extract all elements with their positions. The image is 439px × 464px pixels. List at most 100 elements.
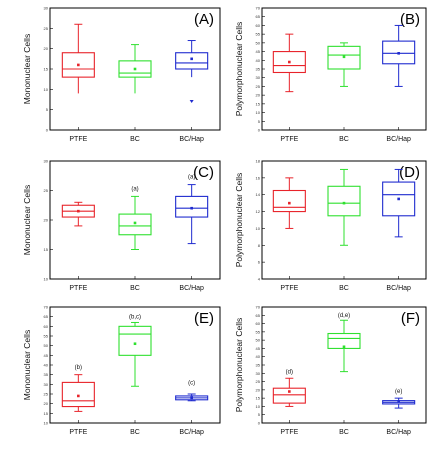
y-tick-label: 55: [256, 32, 261, 37]
y-axis-label: Polymorphonuclear Cells: [234, 318, 244, 413]
iqr-box: [175, 195, 209, 218]
y-tick-label: 30: [44, 6, 49, 11]
box-bc-hap: [175, 40, 209, 104]
y-tick-label: 10: [44, 421, 49, 426]
box-bc-hap: [382, 168, 416, 238]
iqr-box: [382, 40, 416, 65]
mean-marker: [288, 201, 291, 205]
y-axis-label: Mononuclear Cells: [22, 330, 32, 400]
y-tick-label: 55: [256, 329, 261, 334]
y-tick-label: 15: [44, 411, 49, 416]
y-tick-label: 15: [256, 101, 261, 106]
y-tick-label: 20: [44, 218, 49, 223]
significance-label: (d,e): [338, 313, 350, 319]
panel-letter: (F): [401, 310, 420, 327]
significance-label: (b,c): [129, 315, 141, 321]
y-tick-label: 18: [256, 159, 261, 164]
iqr-box: [382, 181, 416, 217]
box-bc-hap: [175, 393, 209, 402]
panel-letter: (E): [194, 310, 214, 327]
y-tick-label: 60: [256, 23, 261, 28]
mean-marker: [133, 342, 137, 346]
x-category-label: PTFE: [280, 285, 298, 292]
y-tick-label: 40: [256, 354, 261, 359]
box-bc: [327, 42, 361, 87]
y-axis-label: Mononuclear Cells: [22, 185, 32, 255]
panel-5: 10 15 20 25 30 35 40 45 50 55 60 65 70 Mononuclear Ce…: [22, 305, 221, 436]
y-tick-label: 50: [256, 338, 261, 343]
y-tick-label: 30: [256, 75, 261, 80]
y-tick-label: 15: [44, 247, 49, 252]
mean-marker: [288, 390, 291, 393]
x-category-label: PTFE: [69, 285, 87, 292]
x-category-label: BC/Hap: [386, 136, 411, 143]
y-tick-label: 15: [256, 396, 261, 401]
box-ptfe: [61, 23, 95, 94]
y-tick-label: 0: [258, 128, 261, 133]
y-axis-label: Polymorphonuclear Cells: [234, 173, 244, 268]
x-category-label: BC/Hap: [386, 429, 411, 436]
y-tick-label: 5: [46, 107, 49, 112]
x-category-label: PTFE: [69, 429, 87, 436]
box-bc: [118, 44, 152, 94]
mean-marker: [342, 201, 346, 205]
box-ptfe: [272, 177, 306, 229]
y-tick-label: 35: [256, 67, 261, 72]
mean-marker: [77, 394, 80, 398]
y-tick-label: 20: [44, 401, 49, 406]
x-category-label: BC: [339, 285, 349, 292]
y-tick-label: 60: [256, 321, 261, 326]
box-bc: [118, 195, 152, 250]
mean-marker: [288, 60, 291, 64]
x-category-label: BC/Hap: [179, 429, 204, 436]
mean-marker: [342, 345, 346, 349]
x-category-label: BC: [339, 429, 349, 436]
mean-marker: [342, 55, 346, 59]
y-tick-label: 20: [256, 387, 261, 392]
y-tick-label: 70: [256, 6, 261, 11]
y-tick-label: 60: [44, 324, 49, 329]
x-category-label: BC: [130, 285, 140, 292]
significance-label: (e): [395, 389, 402, 395]
y-tick-label: 45: [256, 346, 261, 351]
mean-marker: [190, 396, 193, 400]
panel-letter: (A): [194, 11, 214, 28]
mean-marker: [190, 57, 193, 61]
iqr-box: [272, 387, 306, 404]
significance-label: (c): [188, 380, 195, 386]
iqr-box: [327, 45, 361, 70]
x-category-label: BC/Hap: [179, 285, 204, 292]
y-tick-label: 70: [256, 305, 261, 310]
box-bc-hap: [382, 24, 416, 87]
x-category-label: PTFE: [69, 136, 87, 143]
mean-marker: [77, 209, 80, 213]
y-tick-label: 4: [258, 277, 261, 282]
y-tick-label: 12: [256, 209, 261, 214]
box-ptfe: [272, 377, 306, 407]
y-tick-label: 16: [256, 175, 261, 180]
y-tick-label: 25: [256, 379, 261, 384]
y-axis-label: Mononuclear Cells: [22, 34, 32, 104]
significance-label: (b): [75, 365, 82, 371]
y-tick-label: 10: [256, 404, 261, 409]
outlier-marker: [189, 100, 194, 104]
y-tick-label: 40: [44, 363, 49, 368]
y-tick-label: 20: [44, 46, 49, 51]
y-tick-label: 15: [44, 67, 49, 72]
iqr-box: [118, 60, 152, 78]
y-tick-label: 8: [258, 243, 261, 248]
y-axis-label: Polymorphonuclear Cells: [234, 22, 244, 117]
y-tick-label: 35: [256, 363, 261, 368]
y-tick-label: 5: [258, 412, 261, 417]
x-category-label: BC: [339, 136, 349, 143]
box-bc-hap: [175, 184, 209, 245]
y-tick-label: 35: [44, 372, 49, 377]
mean-marker: [133, 67, 137, 71]
mean-marker: [397, 400, 400, 403]
y-tick-label: 0: [46, 128, 49, 133]
y-tick-label: 5: [258, 119, 261, 124]
x-category-label: BC: [130, 136, 140, 143]
significance-label: (a): [188, 175, 195, 181]
y-tick-label: 25: [44, 188, 49, 193]
